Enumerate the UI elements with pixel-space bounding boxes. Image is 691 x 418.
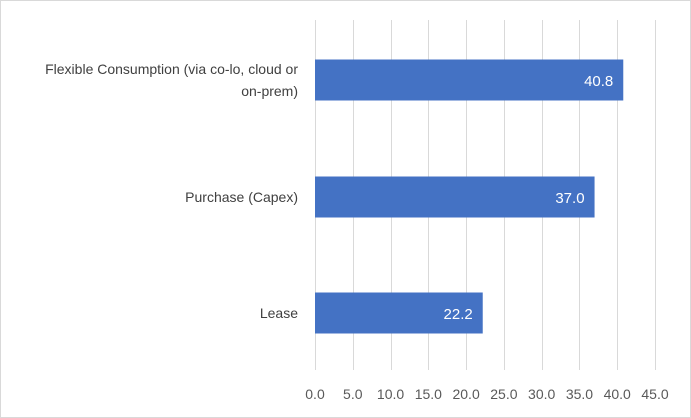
category-labels: Flexible Consumption (via co-lo, cloud o… [45, 61, 298, 321]
x-tick-label: 10.0 [377, 386, 404, 402]
x-tick-label: 15.0 [415, 386, 442, 402]
x-tick-label: 35.0 [566, 386, 593, 402]
x-tick-label: 0.0 [305, 386, 325, 402]
x-tick-label: 5.0 [343, 386, 363, 402]
x-tick-label: 20.0 [452, 386, 479, 402]
category-label-line: Lease [260, 305, 298, 321]
category-label: Purchase (Capex) [185, 189, 298, 205]
bar [315, 292, 483, 334]
category-label-line: Flexible Consumption (via co-lo, cloud o… [45, 61, 298, 77]
x-tick-label: 45.0 [641, 386, 668, 402]
category-label: Flexible Consumption (via co-lo, cloud o… [45, 61, 298, 99]
bar [315, 176, 595, 218]
data-label: 22.2 [444, 306, 473, 323]
data-label: 40.8 [584, 73, 613, 90]
x-tick-label: 25.0 [490, 386, 517, 402]
bar [315, 59, 624, 101]
x-tick-label: 40.0 [604, 386, 631, 402]
x-tick-label: 30.0 [528, 386, 555, 402]
category-label-line: Purchase (Capex) [185, 189, 298, 205]
data-label: 37.0 [555, 190, 584, 207]
x-axis-tick-labels: 0.0 5.0 10.0 15.0 20.0 25.0 30.0 35.0 40.0 45.0 [305, 386, 669, 402]
category-label: Lease [260, 305, 298, 321]
bars: 40.8 37.0 22.2 [315, 59, 624, 334]
category-label-line: on-prem) [241, 83, 298, 99]
